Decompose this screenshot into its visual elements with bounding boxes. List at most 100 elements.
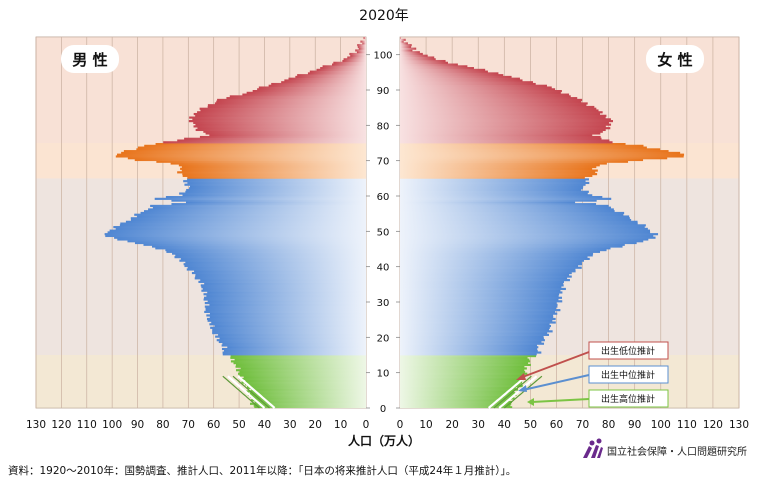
age-tick-label: 10	[377, 369, 390, 380]
x-tick-label-left: 70	[182, 419, 195, 431]
female-bar-age-18	[400, 342, 545, 345]
female-bar-age-7	[400, 381, 523, 384]
female-bar-age-61.5	[400, 188, 582, 192]
female-bar-age-72.5	[400, 150, 669, 153]
female-bar-age-65.5	[400, 174, 593, 177]
projection-variant-left-1	[232, 375, 270, 409]
male-bar-age-100	[349, 52, 366, 56]
male-bar-age-84.5	[199, 107, 366, 110]
female-bar-age-104	[400, 38, 406, 41]
x-tick-label-right: 120	[703, 419, 723, 431]
female-bar-age-65	[400, 176, 585, 179]
male-bar-age-70.5	[127, 157, 366, 160]
male-bar-age-41	[185, 261, 366, 264]
female-bar-age-83	[400, 112, 600, 116]
female-bar-age-38	[400, 271, 572, 275]
female-bar-age-52.5	[400, 220, 638, 223]
chart-title: 2020年	[359, 8, 409, 24]
female-bar-age-71.5	[400, 153, 685, 156]
male-bar-age-32.5	[207, 291, 366, 294]
male-bar-age-76.5	[199, 135, 366, 139]
female-bar-age-104.5	[400, 37, 401, 40]
female-bar-age-75.5	[400, 139, 610, 142]
male-bar-age-47.5	[117, 238, 366, 241]
female-bar-age-39.5	[400, 266, 582, 269]
male-bar-age-45	[155, 247, 366, 250]
male-bar-age-98	[342, 59, 366, 63]
male-bar-age-63.5	[187, 181, 366, 185]
male-bar-age-82.5	[195, 114, 366, 117]
male-bar-age-65	[187, 176, 366, 179]
male-bar-age-76	[184, 137, 366, 140]
male-bar-age-93	[288, 77, 366, 80]
male-bar-age-23.5	[209, 323, 366, 326]
male-bar-age-91	[268, 84, 366, 87]
female-bar-age-5.5	[400, 386, 516, 389]
female-bar-age-62	[400, 187, 583, 190]
male-bar-age-96.5	[322, 65, 366, 68]
male-bar-age-6	[247, 385, 366, 388]
male-bar-age-35.5	[198, 280, 366, 283]
male-bar-age-68	[181, 165, 366, 169]
male-bar-age-86.5	[216, 100, 366, 103]
male-bar-age-3.5	[247, 393, 366, 397]
x-tick-label-right: 130	[729, 419, 749, 431]
male-bar-age-9.5	[238, 372, 366, 375]
female-bar-age-40.5	[400, 263, 583, 266]
female-bar-age-99	[400, 56, 435, 59]
male-bar-age-40	[184, 264, 366, 268]
female-bar-age-16	[400, 349, 538, 352]
male-bar-age-50	[109, 229, 366, 232]
male-bar-age-64.5	[187, 178, 366, 181]
female-bar-age-93	[400, 77, 520, 80]
male-bar-age-10	[239, 370, 366, 374]
female-bar-age-70	[400, 158, 644, 162]
male-bar-age-22.5	[210, 326, 366, 329]
male-bar-age-65.5	[182, 174, 366, 177]
female-bar-age-33.5	[400, 287, 566, 291]
male-bar-age-45.5	[152, 245, 366, 248]
male-bar-age-91.5	[271, 82, 366, 86]
female-bar-age-98	[400, 59, 446, 63]
male-bar-age-69.5	[156, 160, 366, 163]
male-bar-age-12	[235, 363, 366, 366]
male-bar-age-81.5	[192, 118, 366, 121]
projection-variant-right-2	[498, 375, 538, 409]
male-bar-age-61	[185, 190, 366, 193]
x-tick-label-left: 20	[309, 419, 322, 431]
male-bar-age-39.5	[187, 266, 366, 269]
male-bar-age-55	[140, 211, 366, 215]
female-bar-age-59	[400, 197, 612, 200]
male-bar-age-90	[257, 88, 366, 91]
male-bar-age-19	[216, 339, 366, 342]
male-bar-age-9	[239, 374, 366, 377]
female-bar-age-51.5	[400, 224, 646, 227]
male-bar-age-77.5	[205, 132, 366, 135]
male-bar-age-31.5	[206, 294, 366, 298]
male-bar-age-1	[249, 402, 366, 405]
female-bar-age-29.5	[400, 302, 557, 305]
male-bar-age-104.5	[363, 37, 366, 40]
male-bar-age-47	[127, 240, 366, 243]
female-bar-age-82.5	[400, 114, 607, 117]
male-bar-age-54.5	[134, 213, 366, 216]
male-bar-age-80	[195, 123, 366, 126]
female-bar-age-72	[400, 151, 681, 154]
male-bar-age-21.5	[212, 330, 366, 333]
source-note: 資料：1920～2010年：国勢調査、推計人口、2011年以降：「日本の将来推計…	[8, 464, 516, 477]
female-bar-age-44	[400, 250, 601, 253]
male-bar-age-81	[188, 120, 366, 123]
female-bar-age-3	[400, 395, 513, 398]
male-bar-age-67.5	[180, 167, 366, 170]
female-bar-age-100	[400, 52, 423, 56]
female-bar-age-18.5	[400, 340, 542, 344]
x-tick-label-right: 80	[602, 419, 615, 431]
female-bar-age-89	[400, 91, 561, 94]
female-bar-age-21.5	[400, 330, 553, 333]
male-bar-age-82	[189, 116, 366, 119]
male-bar-age-18	[222, 342, 366, 345]
female-bar-age-52	[400, 222, 638, 225]
female-bar-age-28	[400, 307, 557, 310]
male-bar-age-77	[209, 134, 366, 137]
male-bar-age-38	[191, 271, 366, 275]
